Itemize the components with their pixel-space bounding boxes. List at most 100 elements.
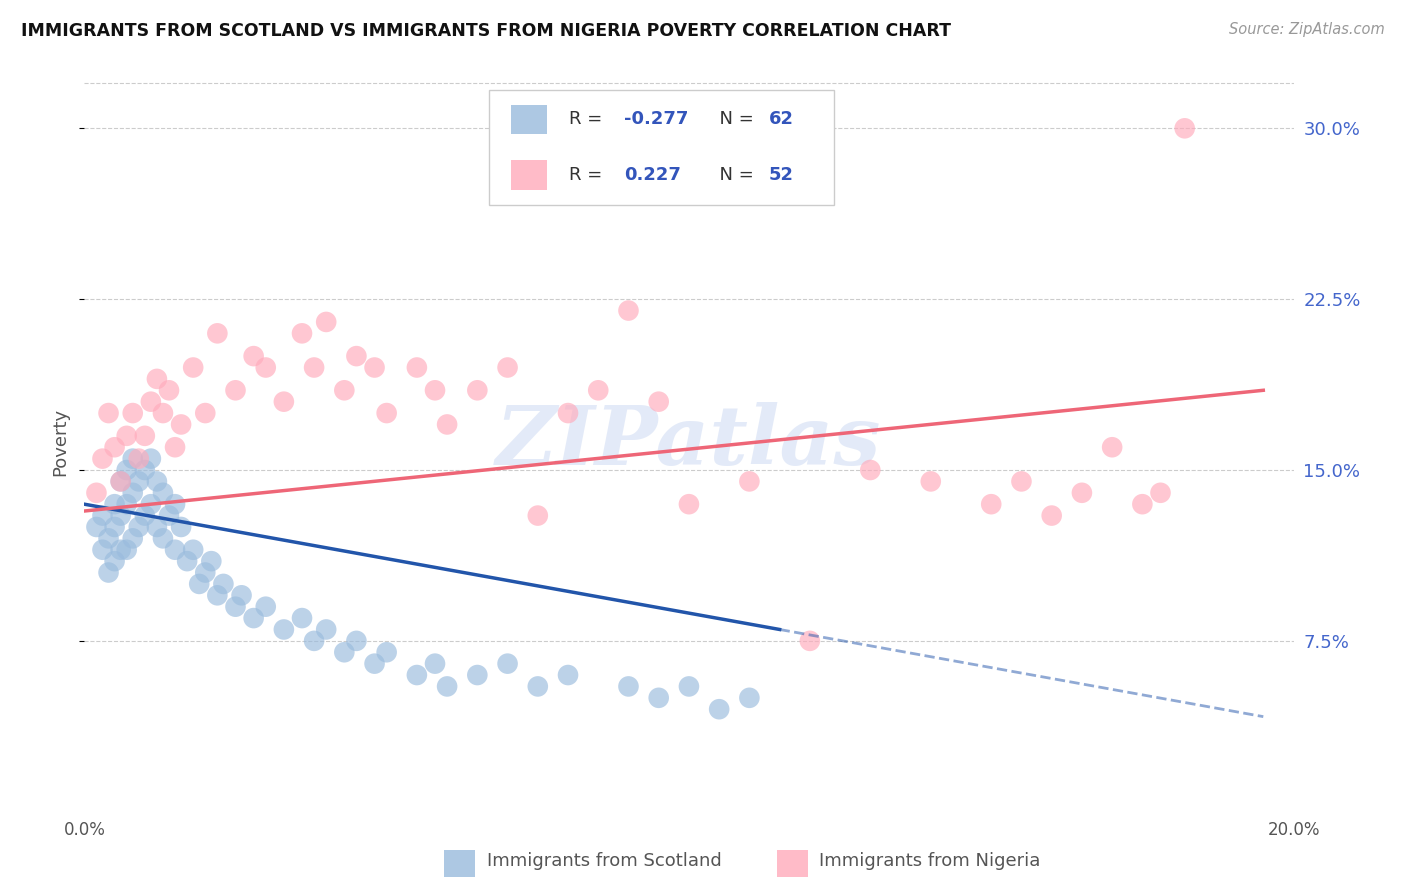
Point [207,588,229,602]
Point [194,406,217,420]
Point [170,417,193,432]
Point [110,508,132,523]
Point [678,497,700,511]
Point [97,532,120,546]
Point [363,657,385,671]
Point [254,360,277,375]
Point [375,645,398,659]
Point [152,532,174,546]
Point [139,394,162,409]
Point [496,360,519,375]
Point [375,406,398,420]
Point [152,406,174,420]
Text: -0.277: -0.277 [624,111,688,128]
Point [128,520,150,534]
Point [346,349,368,363]
Point [115,429,138,443]
Point [496,657,519,671]
Point [121,451,143,466]
Point [207,326,229,341]
Point [242,349,264,363]
Point [110,475,132,489]
Point [273,394,295,409]
Point [121,485,143,500]
Text: 62: 62 [769,111,794,128]
Point [254,599,277,614]
Point [557,406,579,420]
Point [859,463,882,477]
Text: R =: R = [569,166,614,184]
Point [104,554,127,568]
Point [406,360,429,375]
Bar [512,104,547,135]
Point [121,532,143,546]
Point [152,485,174,500]
Point [165,497,187,511]
Point [194,566,217,580]
Point [436,680,458,694]
Text: N =: N = [709,111,759,128]
Point [799,633,821,648]
Point [146,475,169,489]
Point [467,384,489,398]
Point [1040,508,1063,523]
Point [104,440,127,454]
Point [212,577,235,591]
Point [86,520,108,534]
Point [617,680,640,694]
Point [121,406,143,420]
Point [1174,121,1197,136]
Point [1011,475,1033,489]
Point [346,633,368,648]
FancyBboxPatch shape [489,90,834,204]
Point [188,577,211,591]
Point [91,451,114,466]
Point [134,508,156,523]
Point [527,508,550,523]
Point [115,542,138,557]
Point [648,690,671,705]
Point [315,315,337,329]
Bar [778,850,808,877]
Point [134,429,156,443]
Text: 0.227: 0.227 [624,166,681,184]
Point [128,475,150,489]
Point [315,623,337,637]
Bar [444,850,475,877]
Point [170,520,193,534]
Point [181,542,204,557]
Point [617,303,640,318]
Point [165,440,187,454]
Point [86,485,108,500]
Point [436,417,458,432]
Point [146,520,169,534]
Text: R =: R = [569,111,609,128]
Point [176,554,198,568]
Text: IMMIGRANTS FROM SCOTLAND VS IMMIGRANTS FROM NIGERIA POVERTY CORRELATION CHART: IMMIGRANTS FROM SCOTLAND VS IMMIGRANTS F… [21,22,950,40]
Point [231,588,253,602]
Point [557,668,579,682]
Point [104,497,127,511]
Point [406,668,429,682]
Point [97,566,120,580]
Point [527,680,550,694]
Point [139,451,162,466]
Point [134,463,156,477]
Text: ZIPatlas: ZIPatlas [496,401,882,482]
Point [678,680,700,694]
Point [128,451,150,466]
Point [91,508,114,523]
Point [423,384,446,398]
Point [225,599,247,614]
Point [139,497,162,511]
Point [225,384,247,398]
Point [423,657,446,671]
Point [333,645,356,659]
Point [1071,485,1094,500]
Point [1149,485,1171,500]
Point [273,623,295,637]
Point [157,508,180,523]
Point [104,520,127,534]
Point [115,497,138,511]
Point [648,394,671,409]
